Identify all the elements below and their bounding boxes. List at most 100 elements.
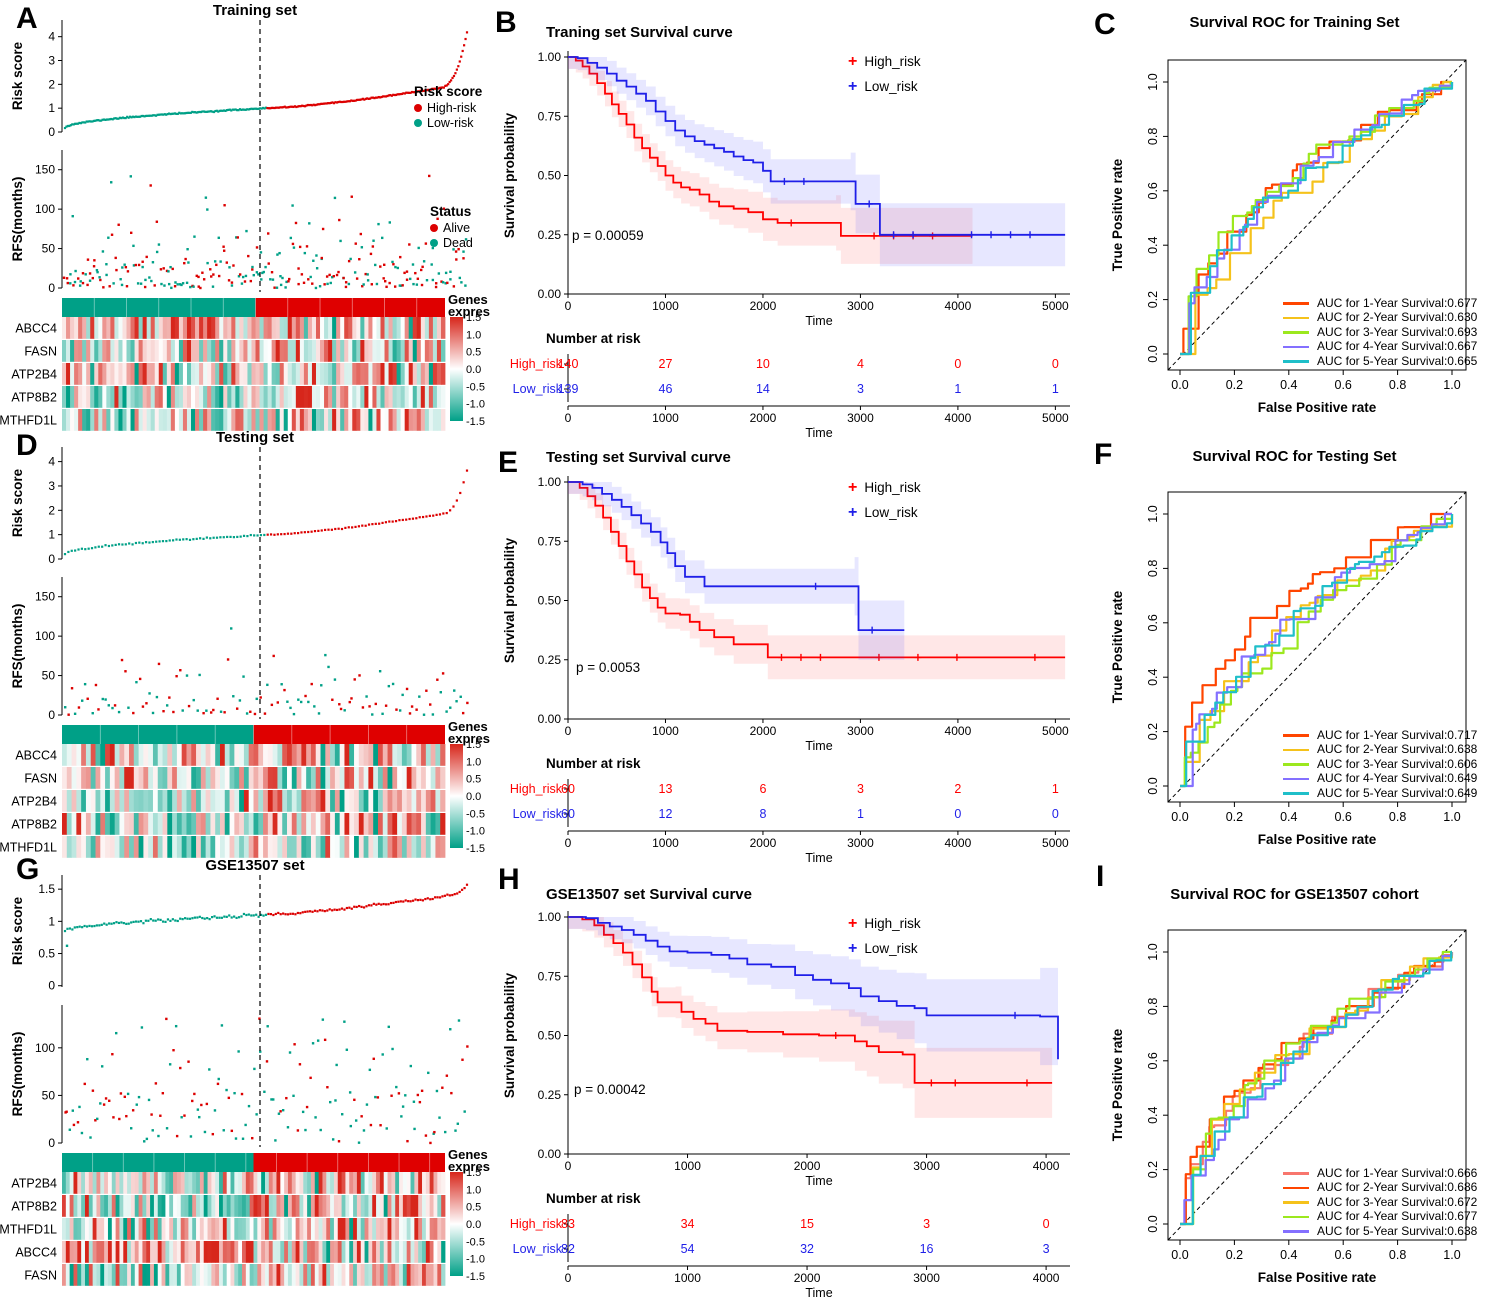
svg-text:0.25: 0.25 <box>538 653 562 667</box>
svg-text:0: 0 <box>48 552 55 566</box>
svg-text:3: 3 <box>857 382 864 396</box>
svg-text:Low_risk: Low_risk <box>513 807 563 821</box>
plus-marker-icon: + <box>848 915 858 932</box>
svg-text:0: 0 <box>1052 807 1059 821</box>
svg-text:Survival probability: Survival probability <box>502 112 517 238</box>
svg-text:4000: 4000 <box>1033 1159 1060 1173</box>
svg-text:0: 0 <box>48 125 55 139</box>
svg-text:FASN: FASN <box>24 1269 57 1283</box>
svg-text:Genes: Genes <box>448 292 488 307</box>
svg-text:0.0: 0.0 <box>1146 345 1160 362</box>
svg-text:1.5: 1.5 <box>466 739 481 751</box>
svg-text:54: 54 <box>681 1242 695 1256</box>
auc-label: AUC for 1-Year Survival:0.677 <box>1317 296 1478 310</box>
low-risk-dot-icon <box>414 119 422 128</box>
svg-text:Survival probability: Survival probability <box>502 972 517 1098</box>
svg-text:1: 1 <box>1052 782 1059 796</box>
svg-text:13: 13 <box>659 782 673 796</box>
svg-text:139: 139 <box>558 382 579 396</box>
svg-text:0.5: 0.5 <box>466 774 481 786</box>
panel-label-F: F <box>1094 438 1113 471</box>
svg-text:4000: 4000 <box>945 299 972 313</box>
svg-text:expression: expression <box>448 731 490 746</box>
legend-item-high-risk: High-risk <box>414 101 482 116</box>
svg-text:3: 3 <box>48 54 55 68</box>
svg-text:0: 0 <box>954 807 961 821</box>
svg-text:ABCC4: ABCC4 <box>15 322 57 336</box>
svg-text:0.75: 0.75 <box>538 109 562 123</box>
legend-label: Low-risk <box>427 115 474 130</box>
svg-text:60: 60 <box>561 782 575 796</box>
auc-label: AUC for 2-Year Survival:0.630 <box>1317 310 1478 325</box>
legend-line-icon <box>1283 331 1309 334</box>
svg-text:High_risk: High_risk <box>510 782 563 796</box>
svg-text:3000: 3000 <box>847 836 874 850</box>
legend-label: Low_risk <box>864 78 918 94</box>
pvalue-B: p = 0.00059 <box>572 228 644 243</box>
km-legend-H: + High_risk + Low_risk <box>848 912 921 962</box>
risk-score-legend: Risk score High-risk Low-risk <box>414 84 482 130</box>
svg-text:1: 1 <box>857 807 864 821</box>
svg-text:2000: 2000 <box>750 299 777 313</box>
svg-text:ATP8B2: ATP8B2 <box>11 1200 57 1214</box>
svg-text:ATP2B4: ATP2B4 <box>11 795 57 809</box>
km-legend-B: + High_risk + Low_risk <box>848 50 921 100</box>
svg-text:0.0: 0.0 <box>1171 810 1188 824</box>
svg-text:4000: 4000 <box>1033 1271 1060 1285</box>
panel-title-C: Survival ROC for Training Set <box>1189 14 1400 31</box>
svg-text:0.2: 0.2 <box>1226 1248 1243 1262</box>
legend-label: High-risk <box>427 100 477 115</box>
svg-text:1.00: 1.00 <box>538 910 562 924</box>
roc-chart-I: 0.0 0.0 0.2 0.2 0.4 0.4 0.6 0.6 0.8 0.8 1.0 1.0 True… <box>1100 900 1489 1300</box>
status-legend: Status Alive Dead <box>430 204 473 250</box>
plus-marker-icon: + <box>848 77 858 95</box>
auc-label: AUC for 3-Year Survival:0.606 <box>1317 756 1478 771</box>
panel-label-E: E <box>498 446 519 479</box>
svg-text:15: 15 <box>800 1217 814 1231</box>
svg-text:3: 3 <box>857 782 864 796</box>
legend-label: Dead <box>443 235 473 250</box>
svg-text:-0.5: -0.5 <box>466 808 485 820</box>
svg-text:3: 3 <box>923 1217 930 1231</box>
plus-marker-icon: + <box>848 479 858 496</box>
svg-text:1: 1 <box>48 914 55 928</box>
svg-text:0.2: 0.2 <box>1146 723 1160 740</box>
svg-text:0.8: 0.8 <box>1146 560 1160 577</box>
svg-text:1: 1 <box>1052 382 1059 396</box>
svg-text:1.0: 1.0 <box>1443 1248 1460 1262</box>
svg-text:1.0: 1.0 <box>1146 943 1160 960</box>
svg-text:0.6: 0.6 <box>1335 378 1352 392</box>
legend-label: High_risk <box>864 915 921 931</box>
svg-text:High_risk: High_risk <box>510 1217 563 1231</box>
svg-text:0.00: 0.00 <box>538 287 562 301</box>
svg-text:1000: 1000 <box>652 411 679 425</box>
legend-item-dead: Dead <box>430 236 473 251</box>
svg-text:-0.5: -0.5 <box>466 381 485 393</box>
svg-text:2000: 2000 <box>750 411 777 425</box>
svg-text:0.6: 0.6 <box>1335 810 1352 824</box>
svg-text:2: 2 <box>48 503 55 517</box>
svg-text:1.5: 1.5 <box>466 312 481 324</box>
svg-text:Time: Time <box>805 739 832 753</box>
panel-label-C: C <box>1094 8 1116 41</box>
svg-text:ABCC4: ABCC4 <box>15 1246 57 1260</box>
legend-line-icon <box>1283 302 1309 306</box>
high-risk-dot-icon <box>414 104 422 113</box>
svg-text:-1.5: -1.5 <box>466 1271 485 1283</box>
svg-text:0.50: 0.50 <box>538 594 562 608</box>
svg-text:34: 34 <box>681 1217 695 1231</box>
svg-text:1.0: 1.0 <box>466 756 481 768</box>
svg-text:0.4: 0.4 <box>1146 1106 1160 1123</box>
panel-label-I: I <box>1096 860 1105 893</box>
svg-text:0.0: 0.0 <box>466 791 481 803</box>
svg-text:100: 100 <box>35 1041 55 1055</box>
svg-text:0.4: 0.4 <box>1280 810 1297 824</box>
svg-text:2000: 2000 <box>794 1159 821 1173</box>
legend-line-icon <box>1283 1215 1309 1219</box>
svg-text:-1.0: -1.0 <box>466 399 485 411</box>
auc-legend-I: AUC for 1-Year Survival:0.666 AUC for 2-… <box>1283 1166 1477 1239</box>
svg-text:RFS(months): RFS(months) <box>10 604 25 689</box>
risk-composite-chart-A: 4 3 2 1 0 Risk score 150 100 50 0 RFS(months) ABCC4… <box>0 16 490 446</box>
panel-label-D: D <box>16 429 38 462</box>
